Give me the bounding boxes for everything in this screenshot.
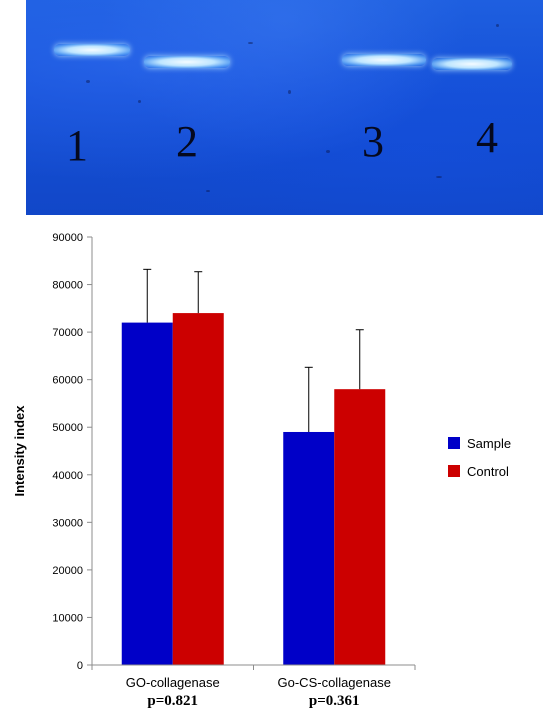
x-category-label: Go-CS-collagenase <box>278 675 391 690</box>
gel-speck <box>326 150 330 153</box>
bar-control <box>172 313 224 665</box>
y-axis: 0 10000 20000 30000 40000 50000 60000 70000 8000… <box>52 232 93 672</box>
y-axis-label: Intensity index <box>12 405 27 497</box>
y-tick-label: 40000 <box>52 470 83 482</box>
x-axis: GO-collagenase p=0.821 Go-CS-collagenase p=… <box>91 664 416 709</box>
gel-speck <box>86 80 90 83</box>
legend-label-sample: Sample <box>467 436 511 451</box>
gel-speck <box>138 100 141 103</box>
gel-band-lane-4 <box>432 58 512 70</box>
legend: Sample Control <box>448 436 511 479</box>
bar-chart: 0 10000 20000 30000 40000 50000 60000 70000 8000… <box>12 232 511 709</box>
gel-speck <box>288 90 291 94</box>
p-value-annotation: p=0.821 <box>147 693 198 709</box>
x-category-label: GO-collagenase <box>126 675 220 690</box>
bar-sample <box>283 431 335 665</box>
gel-speck <box>496 24 499 27</box>
y-tick-label: 50000 <box>52 422 83 434</box>
lane-number-2: 2 <box>176 117 198 166</box>
y-tick-label: 80000 <box>52 280 83 292</box>
gel-speck <box>436 176 442 178</box>
y-tick-label: 90000 <box>52 232 83 244</box>
y-tick-label: 60000 <box>52 375 83 387</box>
gel-image: 1 2 3 4 <box>26 0 543 215</box>
gel-speck <box>248 42 253 44</box>
lane-number-4: 4 <box>476 113 498 162</box>
gel-speck <box>206 190 210 192</box>
legend-label-control: Control <box>467 464 509 479</box>
y-tick-label: 30000 <box>52 517 83 529</box>
bar-control <box>334 389 386 665</box>
y-tick-label: 0 <box>77 660 83 672</box>
y-tick-label: 10000 <box>52 612 83 624</box>
gel-band-lane-1 <box>54 44 130 56</box>
legend-swatch-sample <box>448 437 460 449</box>
bars <box>121 268 386 665</box>
lane-number-1: 1 <box>66 121 88 170</box>
gel-band-lane-3 <box>342 54 426 66</box>
lane-number-3: 3 <box>362 117 384 166</box>
bar-sample <box>121 322 173 665</box>
y-tick-label: 20000 <box>52 565 83 577</box>
p-value-annotation: p=0.361 <box>309 693 360 709</box>
legend-swatch-control <box>448 465 460 477</box>
gel-band-lane-2 <box>144 56 230 68</box>
y-tick-label: 70000 <box>52 327 83 339</box>
